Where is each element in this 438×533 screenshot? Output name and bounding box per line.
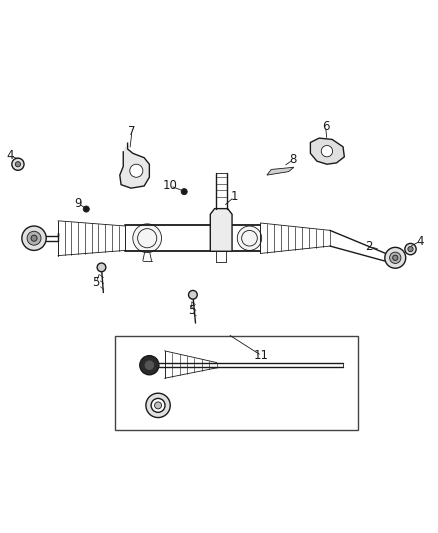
Text: 11: 11 <box>254 349 269 362</box>
Circle shape <box>181 189 187 195</box>
Circle shape <box>140 356 159 375</box>
Circle shape <box>145 361 154 369</box>
Text: 5: 5 <box>92 276 100 289</box>
Circle shape <box>405 244 416 255</box>
Circle shape <box>12 158 24 171</box>
Circle shape <box>385 247 406 268</box>
Text: 8: 8 <box>290 154 297 166</box>
Text: 5: 5 <box>188 303 195 317</box>
Text: 1: 1 <box>230 190 238 204</box>
Circle shape <box>408 246 413 252</box>
Circle shape <box>151 398 165 413</box>
Circle shape <box>22 226 46 251</box>
Text: 6: 6 <box>322 120 329 133</box>
Circle shape <box>155 402 162 409</box>
Circle shape <box>133 224 162 253</box>
Circle shape <box>188 290 197 299</box>
Polygon shape <box>267 167 294 175</box>
Circle shape <box>392 255 398 261</box>
Circle shape <box>237 226 261 251</box>
Circle shape <box>27 231 41 245</box>
Text: 2: 2 <box>365 240 373 253</box>
Circle shape <box>97 263 106 272</box>
Circle shape <box>15 161 21 167</box>
Text: 4: 4 <box>417 235 424 248</box>
Circle shape <box>83 206 89 212</box>
Circle shape <box>146 393 170 417</box>
Circle shape <box>130 164 143 177</box>
Polygon shape <box>210 208 232 251</box>
Circle shape <box>31 235 37 241</box>
Polygon shape <box>120 142 149 188</box>
Text: 9: 9 <box>74 197 82 210</box>
Circle shape <box>390 252 401 263</box>
Text: 7: 7 <box>128 125 136 138</box>
Bar <box>115 336 358 430</box>
Polygon shape <box>311 138 344 164</box>
Circle shape <box>321 146 332 157</box>
Text: 4: 4 <box>6 149 14 162</box>
Text: 10: 10 <box>163 180 178 192</box>
